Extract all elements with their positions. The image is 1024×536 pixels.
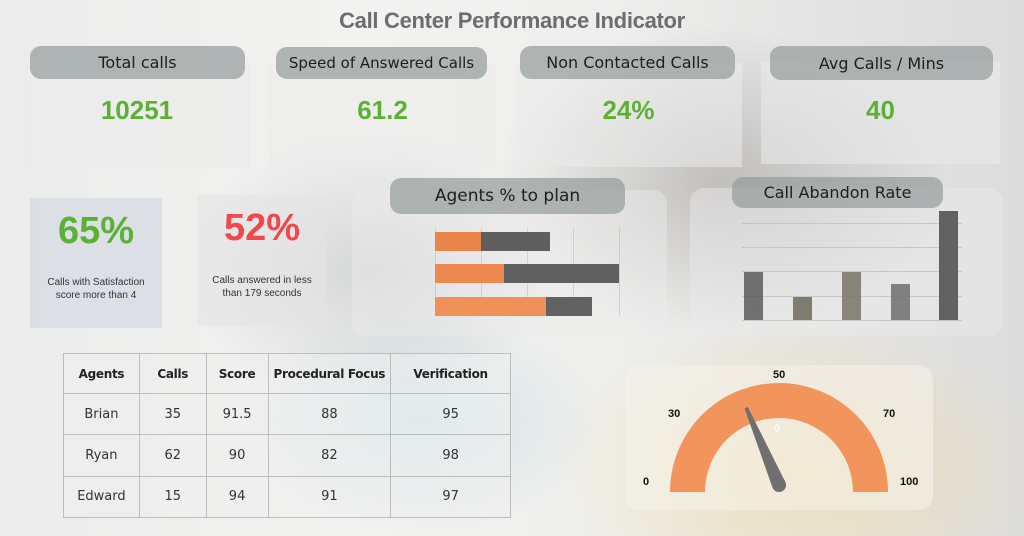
kpi-label-total-calls: Total calls — [30, 46, 245, 79]
agents-plan-title: Agents % to plan — [390, 178, 625, 214]
gauge-needle — [744, 406, 786, 492]
kpi-label-non-contacted: Non Contacted Calls — [520, 46, 735, 79]
table-cell: 90 — [205, 434, 269, 477]
kpi-value: 24% — [602, 95, 655, 125]
stat-card-satisfaction: 65% Calls with Satisfaction score more t… — [30, 198, 162, 328]
table-cell: 94 — [205, 475, 269, 519]
table-cell: 62 — [138, 434, 207, 477]
table-cell: 97 — [390, 475, 511, 519]
stat-value: 52% — [223, 207, 301, 249]
gauge-center-label: 0 — [774, 423, 780, 435]
agents-table: Agents Calls Score Procedural Focus Veri… — [63, 352, 511, 519]
table-row: Edward 15 94 91 97 — [63, 475, 511, 519]
kpi-value: 40 — [866, 95, 895, 125]
kpi-label-speed-answered: Speed of Answered Calls — [276, 47, 487, 79]
gauge-label-100: 100 — [900, 476, 919, 488]
column-header: Procedural Focus — [267, 352, 392, 395]
agents-plan-bar-1-achieved — [435, 232, 481, 251]
agents-plan-bar-1-remaining — [481, 232, 550, 251]
dashboard-title: Call Center Performance Indicator — [339, 8, 685, 33]
kpi-label-avg-calls: Avg Calls / Mins — [770, 46, 993, 80]
gauge-label-0: 0 — [643, 476, 650, 488]
kpi-card-non-contacted: 24% — [515, 63, 742, 167]
abandon-bar-1 — [744, 272, 763, 320]
gauge-label-70: 70 — [883, 408, 896, 420]
table-cell: Ryan — [63, 434, 140, 477]
gauge-label-50: 50 — [773, 369, 786, 381]
abandon-rate-title: Call Abandon Rate — [732, 177, 943, 208]
table-cell: 15 — [138, 475, 207, 519]
abandon-bar-4 — [891, 284, 910, 320]
table-cell: 91 — [267, 475, 392, 519]
gauge-label-30: 30 — [668, 408, 681, 420]
table-cell: Brian — [63, 393, 140, 436]
abandon-bar-3 — [842, 272, 861, 320]
table-cell: 98 — [390, 434, 511, 477]
stat-description: Calls with Satisfaction score more than … — [47, 277, 145, 301]
column-header: Verification — [390, 352, 511, 395]
agents-plan-bar-3-achieved — [435, 297, 546, 316]
stat-description: Calls answered in less than 179 seconds — [212, 275, 312, 299]
abandon-bar-2 — [793, 297, 812, 320]
kpi-card-total-calls: 10251 — [24, 65, 250, 169]
table-header-row: Agents Calls Score Procedural Focus Veri… — [63, 352, 511, 395]
gauge-arc — [670, 383, 888, 492]
kpi-value: 61.2 — [357, 95, 408, 125]
stat-card-answered-fast: 52% Calls answered in less than 179 seco… — [197, 195, 327, 326]
column-header: Calls — [138, 352, 207, 395]
agents-plan-bar-2-remaining — [504, 264, 619, 283]
table-cell: Edward — [63, 475, 140, 519]
agents-plan-bar-3-remaining — [546, 297, 592, 316]
agents-plan-bar-2-achieved — [435, 264, 504, 283]
table-cell: 35 — [138, 393, 207, 436]
kpi-card-speed-answered: 61.2 — [270, 63, 495, 167]
abandon-bar-5 — [939, 211, 958, 320]
kpi-value: 10251 — [100, 95, 174, 125]
column-header: Agents — [63, 352, 140, 395]
stat-value: 65% — [57, 210, 135, 252]
